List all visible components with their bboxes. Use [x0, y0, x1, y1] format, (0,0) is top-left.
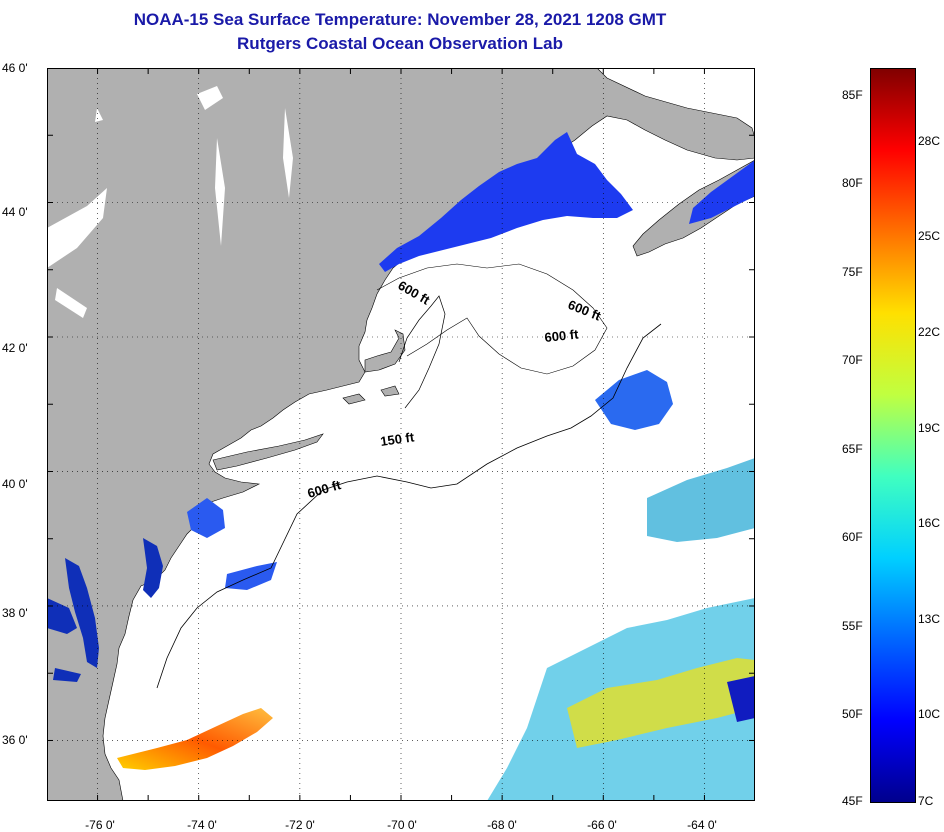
- lon-label-72: -72 0': [285, 818, 315, 832]
- colorbar-label-f: 65F: [842, 441, 863, 456]
- sst-patch-shelf: [187, 498, 277, 590]
- lon-label-64: -64 0': [687, 818, 717, 832]
- land-long-island: [212, 433, 324, 471]
- map-border: [47, 68, 755, 801]
- sst-east-patches: [647, 458, 755, 542]
- colorbar-label-f: 80F: [842, 176, 863, 191]
- sst-cold-gulf-of-maine: [379, 132, 633, 272]
- lat-label-46: 46 0': [2, 61, 28, 75]
- colorbar-label-c: 10C: [918, 707, 941, 722]
- land-mainland: [47, 68, 755, 801]
- lon-label-68: -68 0': [487, 818, 517, 832]
- sst-gulf-stream: [117, 708, 273, 770]
- lat-label-42: 42 0': [2, 341, 28, 355]
- colorbar-label-f: 55F: [842, 618, 863, 633]
- colorbar-label-c: 19C: [918, 420, 941, 435]
- colorbar-label-c: 7C: [918, 794, 934, 808]
- colorbar-label-f: 70F: [842, 353, 863, 368]
- lon-label-66: -66 0': [587, 818, 617, 832]
- contour-150ft: [398, 295, 446, 409]
- lat-label-36: 36 0': [2, 733, 28, 747]
- land-cape-cod: [364, 329, 406, 373]
- sst-patch-georges: [595, 370, 673, 430]
- sst-cold-nova-scotia: [689, 160, 755, 224]
- lon-label-70: -70 0': [387, 818, 417, 832]
- colorbar-label-f: 45F: [842, 794, 863, 808]
- bay-chesapeake: [47, 558, 99, 682]
- sst-southeast-warm: [567, 658, 755, 748]
- colorbar-label-f: 85F: [842, 87, 863, 102]
- contour-label-3: 600 ft: [544, 326, 580, 345]
- contour-label-4: 150 ft: [379, 429, 415, 449]
- map-subtitle: Rutgers Coastal Ocean Observation Lab: [237, 34, 563, 53]
- colorbar-label-c: 13C: [918, 611, 941, 626]
- colorbar-label-f: 75F: [842, 264, 863, 279]
- contour-gulf-basin: [376, 263, 608, 375]
- temperature-colorbar: [870, 68, 916, 803]
- colorbar-label-f: 60F: [842, 530, 863, 545]
- contour-600ft-shelf-edge: [156, 323, 662, 689]
- bay-delaware: [143, 538, 163, 598]
- map-title: NOAA-15 Sea Surface Temperature: Novembe…: [133, 10, 667, 29]
- lat-label-44: 44 0': [2, 205, 28, 219]
- lake-white: [47, 86, 293, 318]
- lon-label-76: -76 0': [85, 818, 115, 832]
- land-islands: [342, 385, 400, 405]
- colorbar-label-c: 22C: [918, 324, 941, 339]
- lat-label-40: 40 0': [2, 477, 28, 491]
- graticule: [47, 68, 755, 801]
- lon-label-74: -74 0': [187, 818, 217, 832]
- colorbar-label-c: 28C: [918, 133, 941, 148]
- colorbar-gradient: [870, 68, 916, 803]
- sst-southeast-cold: [727, 676, 755, 722]
- colorbar-label-c: 25C: [918, 229, 941, 244]
- lat-label-38: 38 0': [2, 606, 28, 620]
- sst-map: 600 ft 600 ft 600 ft 150 ft 600 ft: [47, 68, 755, 801]
- colorbar-label-f: 50F: [842, 707, 863, 722]
- colorbar-label-c: 16C: [918, 516, 941, 531]
